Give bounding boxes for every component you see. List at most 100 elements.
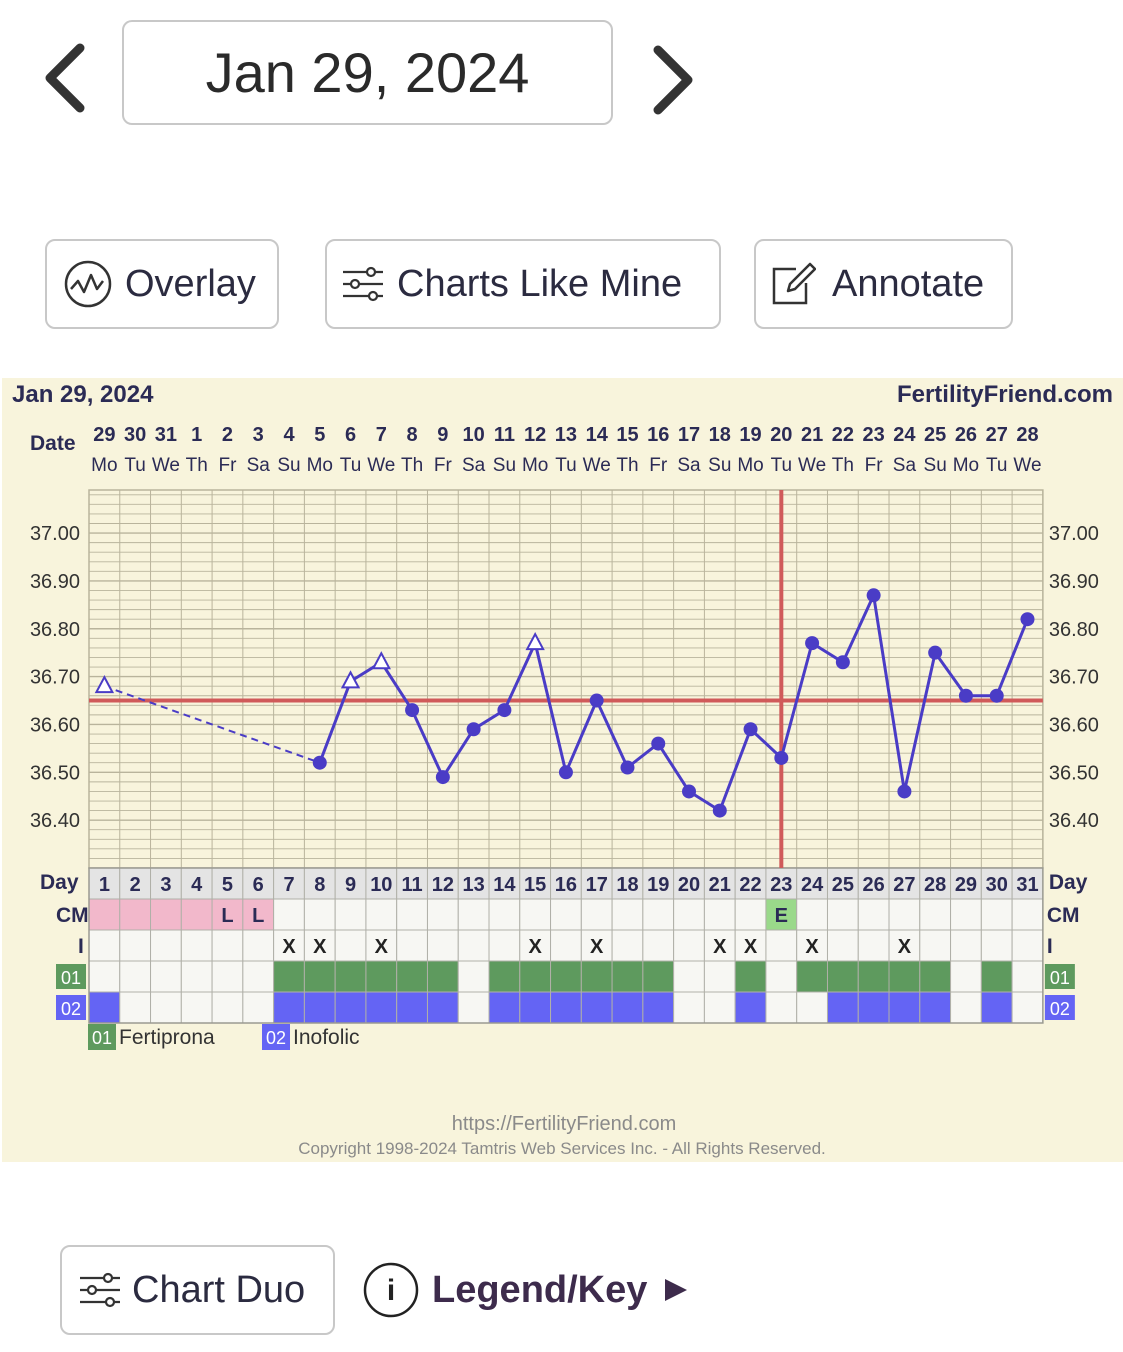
intercourse-mark: X (282, 936, 296, 958)
table-cell (826, 898, 859, 931)
table-cell (150, 898, 182, 931)
med-badge-left-label: 01 (61, 968, 81, 988)
temperature-point (774, 750, 789, 765)
day-number: 16 (555, 874, 577, 896)
day-number: 19 (647, 874, 669, 896)
table-cell (426, 960, 459, 993)
date-selector[interactable]: Jan 29, 2024 (122, 20, 613, 125)
sliders-icon (343, 266, 383, 302)
table-cell (857, 991, 890, 1024)
table-cell (980, 929, 1013, 962)
date-label: 23 (863, 424, 885, 446)
table-cell (857, 929, 890, 962)
table-cell (796, 867, 828, 900)
table-cell (734, 898, 767, 931)
next-arrow-icon[interactable] (648, 42, 698, 117)
temperature-point-open (340, 670, 361, 689)
weekday-label: Sa (677, 455, 701, 476)
table-cell (857, 960, 890, 993)
med-badge-left-label: 02 (61, 999, 81, 1019)
y-tick-label-left: 37.00 (30, 523, 80, 545)
table-cell (396, 960, 428, 993)
intercourse-mark: X (528, 936, 542, 958)
table-cell (303, 898, 336, 931)
intercourse-mark: X (313, 936, 327, 958)
temperature-point (743, 722, 758, 737)
weekday-label: Su (277, 455, 300, 476)
intercourse-mark: X (713, 936, 727, 958)
table-cell (1011, 867, 1044, 900)
weekday-label: Mo (307, 455, 333, 476)
table-cell (796, 898, 828, 931)
table-cell (888, 867, 921, 900)
temperature-point (405, 703, 420, 718)
day-number: 4 (191, 874, 203, 896)
table-cell (703, 991, 736, 1024)
day-number: 27 (893, 874, 915, 896)
weekday-label: We (583, 455, 611, 476)
date-label: 26 (955, 424, 977, 446)
weekday-label: Th (186, 455, 208, 476)
table-cell (611, 929, 644, 962)
weekday-label: Fr (434, 455, 453, 476)
day-number: 20 (678, 874, 700, 896)
temperature-point (835, 655, 850, 670)
table-cell (980, 991, 1013, 1024)
temperature-point-open (525, 631, 545, 651)
weekday-label: We (367, 455, 395, 476)
med-badge-right-label: 01 (1050, 968, 1070, 988)
legend-key-link[interactable]: i Legend/Key (362, 1260, 691, 1320)
row-label-cm-right: CM (1047, 904, 1080, 927)
table-border (88, 867, 1044, 1024)
table-cell (334, 991, 367, 1024)
table-cell (396, 929, 428, 962)
weekday-label: Tu (340, 455, 361, 476)
row-label-cm: CM (56, 904, 89, 927)
table-cell (826, 960, 859, 993)
table-cell (88, 960, 121, 993)
table-cell (950, 960, 982, 993)
day-number: 14 (493, 874, 516, 896)
table-cell (550, 898, 582, 931)
weekday-label: Mo (737, 455, 763, 476)
table-cell (919, 929, 952, 962)
table-cell (396, 991, 428, 1024)
temperature-point (466, 722, 481, 737)
date-label: 17 (678, 424, 700, 446)
footer-copyright: Copyright 1998-2024 Tamtris Web Services… (298, 1139, 826, 1158)
table-cell (119, 929, 152, 962)
row-label-day: Day (40, 871, 79, 894)
table-cell (765, 960, 798, 993)
temperature-point (435, 770, 450, 785)
table-cell (950, 898, 982, 931)
table-cell (611, 898, 644, 931)
weekday-label: We (152, 455, 180, 476)
chart-duo-button[interactable]: Chart Duo (60, 1245, 335, 1335)
table-cell (950, 929, 982, 962)
weekday-label: We (798, 455, 826, 476)
day-number: 22 (739, 874, 761, 896)
weekday-label: Mo (522, 455, 548, 476)
weekday-label: Su (924, 455, 947, 476)
weekday-label: Th (832, 455, 854, 476)
table-cell (734, 867, 767, 900)
y-tick-label-left: 36.80 (30, 619, 80, 641)
med-badge-right-label: 02 (1050, 999, 1070, 1019)
table-cell (457, 898, 490, 931)
table-cell (365, 929, 398, 962)
date-label: 5 (314, 424, 325, 446)
fertility-chart-svg: 37.00 37.00 36.90 36.90 36.80 36.80 36.70 36.70… (12, 381, 1113, 1158)
table-cell (888, 960, 921, 993)
previous-arrow-icon[interactable] (40, 40, 90, 115)
cm-mark: L (221, 905, 233, 927)
table-cell (673, 991, 705, 1024)
date-label: 24 (893, 424, 916, 446)
table-cell (242, 960, 275, 993)
day-number: 7 (283, 874, 294, 896)
charts-like-mine-button[interactable]: Charts Like Mine (325, 239, 721, 329)
y-tick-label-right: 36.40 (1049, 810, 1099, 832)
annotate-button[interactable]: Annotate (754, 239, 1013, 329)
overlay-button[interactable]: Overlay (45, 239, 279, 329)
play-triangle-icon (665, 1279, 688, 1301)
cm-mark: E (775, 905, 788, 927)
